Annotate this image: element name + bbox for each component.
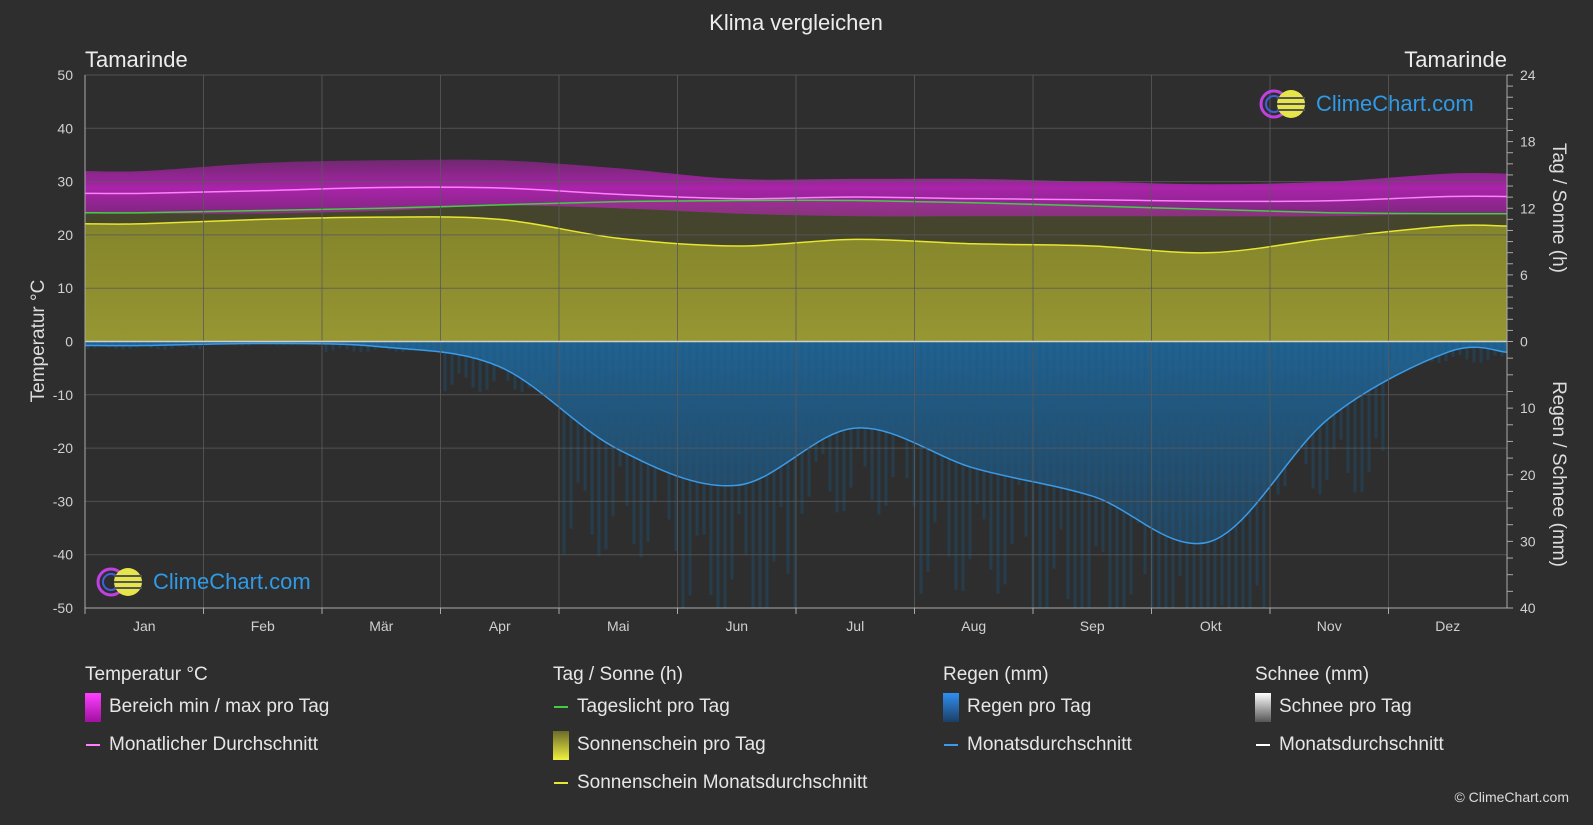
pink-line: [86, 744, 100, 746]
location-right: Tamarinde: [1404, 47, 1507, 72]
location-left: Tamarinde: [85, 47, 188, 72]
legend-sun: Tag / Sonne (h) Tageslicht pro Tag Sonne…: [553, 664, 867, 802]
legend-item: Tageslicht pro Tag: [553, 688, 867, 726]
y-left-tick-label: 20: [57, 227, 73, 243]
legend-snow: Schnee (mm) Schnee pro Tag Monatsdurchsc…: [1255, 664, 1444, 764]
x-tick-label: Okt: [1200, 618, 1222, 634]
x-tick-label: Sep: [1080, 618, 1105, 634]
y-right-bottom-tick-label: 20: [1520, 467, 1536, 483]
y-right-bottom-tick-label: 10: [1520, 400, 1536, 416]
y-left-tick-label: -10: [53, 387, 73, 403]
y-left-tick-label: -30: [53, 493, 73, 509]
legend-item: Bereich min / max pro Tag: [85, 688, 329, 726]
y-left-tick-label: 30: [57, 174, 73, 190]
yellow-gradient-swatch: [553, 730, 569, 760]
copyright: © ClimeChart.com: [1454, 789, 1569, 805]
x-tick-label: Jun: [725, 618, 748, 634]
white-gradient-swatch: [1255, 692, 1271, 722]
y-left-tick-label: 0: [65, 334, 73, 350]
x-tick-label: Aug: [961, 618, 986, 634]
x-tick-label: Dez: [1435, 618, 1460, 634]
legend-item: Sonnenschein pro Tag: [553, 726, 867, 764]
y-left-tick-label: 10: [57, 280, 73, 296]
x-tick-label: Apr: [489, 618, 511, 634]
x-tick-label: Nov: [1317, 618, 1342, 634]
yellow-line: [554, 782, 568, 784]
y-axis-right-bottom-label: Regen / Schnee (mm): [1548, 381, 1569, 567]
y-right-bottom-tick-label: 30: [1520, 533, 1536, 549]
x-tick-label: Jan: [133, 618, 156, 634]
y-left-tick-label: 40: [57, 120, 73, 136]
logo-text: ClimeChart.com: [153, 569, 311, 594]
legend-item: Monatlicher Durchschnitt: [85, 726, 329, 764]
magenta-range-swatch: [85, 692, 101, 722]
y-right-top-tick-label: 24: [1520, 67, 1536, 83]
legend-item: Schnee pro Tag: [1255, 688, 1444, 726]
green-line: [554, 706, 568, 708]
x-tick-label: Mai: [607, 618, 630, 634]
y-right-top-tick-label: 12: [1520, 200, 1536, 216]
y-right-top-tick-label: 6: [1520, 267, 1528, 283]
legend-item: Regen pro Tag: [943, 688, 1132, 726]
y-left-tick-label: -40: [53, 547, 73, 563]
x-tick-label: Mär: [369, 618, 393, 634]
legend-item: Sonnenschein Monatsdurchschnitt: [553, 764, 867, 802]
chart-title: Klima vergleichen: [709, 10, 883, 35]
y-left-tick-label: 50: [57, 67, 73, 83]
y-axis-right-top-label: Tag / Sonne (h): [1548, 143, 1569, 273]
white-line: [1256, 744, 1270, 746]
legend-temperature: Temperatur °C Bereich min / max pro Tag …: [85, 664, 329, 764]
blue-gradient-swatch: [943, 692, 959, 722]
logo-text: ClimeChart.com: [1316, 91, 1474, 116]
y-left-tick-label: -50: [53, 600, 73, 616]
y-left-tick-label: -20: [53, 440, 73, 456]
y-right-top-tick-label: 18: [1520, 134, 1536, 150]
legend-sun-heading: Tag / Sonne (h): [553, 664, 683, 685]
legend-item: Monatsdurchschnitt: [1255, 726, 1444, 764]
logo-bottom[interactable]: ClimeChart.com: [95, 566, 311, 598]
legend-temperature-heading: Temperatur °C: [85, 664, 208, 685]
y-axis-left-label: Temperatur °C: [28, 280, 49, 403]
legend-rain: Regen (mm) Regen pro Tag Monatsdurchschn…: [943, 664, 1132, 764]
logo-icon: [1259, 89, 1305, 119]
rain-avg-line: [84, 342, 1508, 545]
legend-item: Monatsdurchschnitt: [943, 726, 1132, 764]
axes: 50 40 30 20 10 0 -10 -20 -30 -40 -50 24 18 12 6 0 10 20 30…: [53, 67, 1536, 634]
x-tick-label: Jul: [846, 618, 864, 634]
x-tick-label: Feb: [251, 618, 275, 634]
y-right-top-tick-label: 0: [1520, 334, 1528, 350]
logo-icon: [96, 567, 142, 597]
blue-line: [944, 744, 958, 746]
legend-snow-heading: Schnee (mm): [1255, 664, 1370, 685]
legend-rain-heading: Regen (mm): [943, 664, 1049, 685]
logo-top[interactable]: ClimeChart.com: [1258, 88, 1474, 120]
y-right-bottom-tick-label: 40: [1520, 600, 1536, 616]
